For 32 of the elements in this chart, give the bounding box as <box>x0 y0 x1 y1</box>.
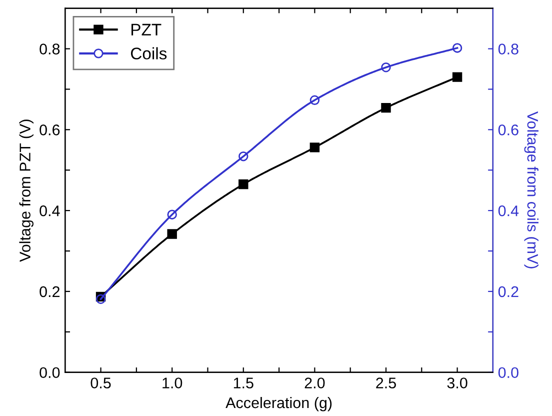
point <box>452 72 462 82</box>
point <box>310 95 320 105</box>
x-tick-label: 2.5 <box>376 378 396 388</box>
legend-label: Coils <box>130 47 167 60</box>
y2-axis-title: Voltage from coils (mV) <box>524 111 538 268</box>
y-tick-label: 0.8 <box>40 44 60 54</box>
point <box>381 102 391 113</box>
legend-label: PZT <box>132 24 162 36</box>
point <box>310 142 320 152</box>
y-tick-label: 0.0 <box>40 367 60 378</box>
y2-tick-label: 0.2 <box>498 286 518 298</box>
x-axis-title: Acceleration (g) <box>226 396 332 412</box>
y2-tick-label: 0.8 <box>498 44 518 54</box>
point <box>238 179 248 190</box>
point <box>167 229 177 239</box>
x-tick-label: 3.0 <box>447 378 468 388</box>
point <box>96 294 106 304</box>
point <box>238 151 248 162</box>
x-tick-label: 1.5 <box>234 378 254 388</box>
y2-tick-label: 0.6 <box>498 124 518 136</box>
y-tick-label: 0.4 <box>40 205 60 216</box>
x-tick-label: 1.0 <box>162 378 182 388</box>
y2-tick-label: 0.4 <box>498 205 519 216</box>
point <box>167 210 177 220</box>
x-tick-label: 2.0 <box>304 378 325 388</box>
x-tick-label: 0.5 <box>90 378 111 388</box>
point <box>381 62 391 72</box>
y-tick-label: 0.6 <box>40 124 60 136</box>
y2-tick-label: 0.0 <box>498 367 518 378</box>
point <box>452 43 462 53</box>
y-tick-label: 0.2 <box>40 286 60 298</box>
y-axis-title: Voltage from PZT (V) <box>19 120 34 262</box>
